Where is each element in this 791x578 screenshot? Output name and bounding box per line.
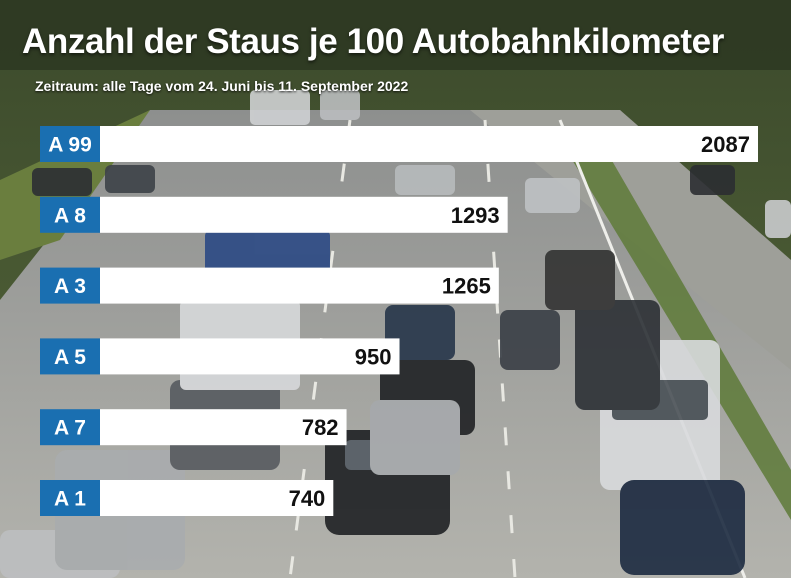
category-label-box bbox=[40, 338, 100, 375]
bar bbox=[100, 267, 499, 304]
bar bbox=[100, 480, 334, 516]
category-label: A 5 bbox=[54, 346, 86, 369]
chart-title: Anzahl der Staus je 100 Autobahnkilomete… bbox=[22, 22, 724, 61]
data-label: 1293 bbox=[451, 203, 500, 228]
bar bbox=[100, 409, 347, 446]
bar bbox=[100, 338, 400, 375]
data-label: 740 bbox=[289, 486, 326, 511]
category-label: A 8 bbox=[54, 204, 86, 227]
data-label: 1265 bbox=[442, 274, 491, 299]
bar bbox=[100, 126, 758, 162]
category-label-box bbox=[40, 196, 100, 233]
category-label: A 3 bbox=[54, 275, 86, 298]
category-label: A 1 bbox=[54, 488, 86, 511]
chart-subtitle: Zeitraum: alle Tage vom 24. Juni bis 11.… bbox=[35, 78, 409, 94]
category-label-box bbox=[40, 409, 100, 446]
category-label-box bbox=[40, 126, 100, 162]
data-label: 782 bbox=[302, 415, 339, 440]
category-label-box bbox=[40, 267, 100, 304]
bar bbox=[100, 196, 508, 233]
category-label: A 7 bbox=[54, 417, 86, 440]
category-label-box bbox=[40, 480, 100, 516]
category-label: A 99 bbox=[48, 134, 92, 157]
data-label: 2087 bbox=[701, 132, 750, 157]
data-label: 950 bbox=[355, 344, 392, 369]
